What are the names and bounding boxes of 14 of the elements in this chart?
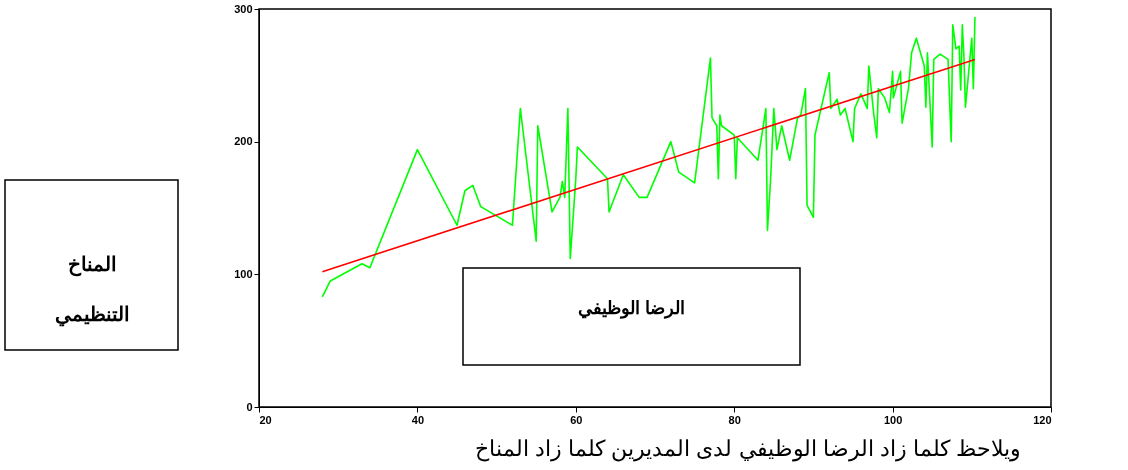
x-tick-label: 120 (1033, 413, 1052, 426)
x-axis-title: الرضا الوظيفي (577, 298, 685, 319)
text: ويلاحظ كلما زاد الرضا الوظيفي لدى المديرين كلما زاد المناخ (474, 436, 1021, 462)
y-tick-label: 200 (234, 135, 253, 148)
x-tick-label: 80 (728, 413, 741, 426)
line-series (321, 16, 976, 298)
x-tick-label: 40 (411, 413, 425, 426)
y-tick-label: 0 (246, 400, 253, 413)
y-tick-label: 100 (234, 267, 253, 280)
x-tick-label: 20 (259, 413, 272, 426)
x-tick-label: 100 (883, 413, 903, 426)
x-tick-label: 60 (570, 413, 583, 426)
y-tick-label: 300 (234, 2, 253, 15)
text: المناخ التنظيمي (54, 253, 130, 325)
